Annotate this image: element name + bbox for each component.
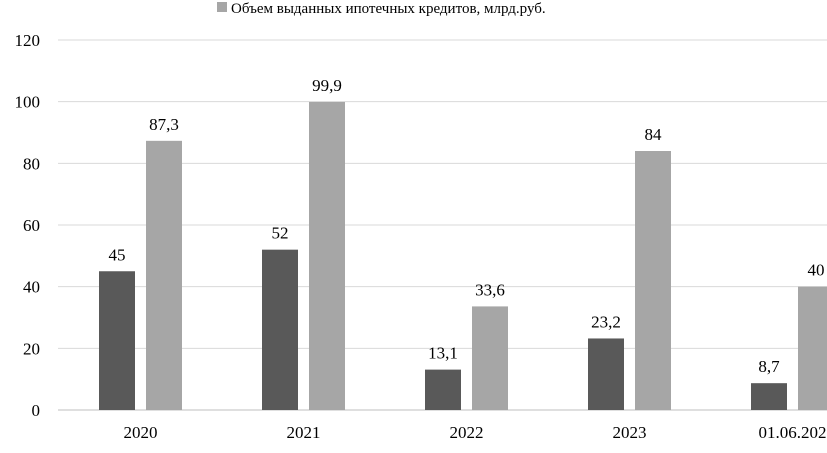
legend-label: Объем выданных ипотечных кредитов, млрд.… (231, 1, 546, 17)
y-tick-label: 60 (23, 216, 40, 235)
bar-series-2-2022 (472, 306, 508, 410)
bar-series-2-2020 (146, 140, 182, 410)
x-tick-label: 2022 (450, 423, 484, 442)
bar-series-1-2023 (588, 338, 624, 410)
data-label: 87,3 (149, 115, 179, 134)
data-label: 33,6 (475, 280, 505, 299)
y-tick-label: 20 (23, 339, 40, 358)
x-tick-label: 2020 (124, 423, 158, 442)
y-tick-label: 100 (15, 93, 41, 112)
y-tick-label: 80 (23, 154, 40, 173)
bar-series-1-2020 (99, 271, 135, 410)
x-tick-label: 2021 (287, 423, 321, 442)
x-axis: 2020 2021 2022 2023 01.06.202 (124, 423, 827, 442)
bar-series-1-01.06.202 (751, 383, 787, 410)
data-label: 40 (808, 261, 825, 280)
data-labels: 45 87,3 52 99,9 13,1 33,6 23,2 84 8,7 40 (109, 76, 825, 376)
legend: Объем выданных ипотечных кредитов, млрд.… (217, 1, 546, 17)
legend-swatch (217, 2, 227, 12)
bar-series-2-01.06.202 (798, 286, 827, 410)
bar-series-1-2022 (425, 369, 461, 410)
bar-series-2-2021 (309, 101, 345, 410)
data-label: 84 (645, 125, 663, 144)
data-label: 99,9 (312, 76, 342, 95)
y-tick-label: 0 (32, 401, 41, 420)
y-axis: 0 20 40 60 80 100 120 (15, 31, 41, 420)
data-label: 23,2 (591, 312, 621, 331)
data-label: 45 (109, 245, 126, 264)
y-tick-label: 40 (23, 278, 40, 297)
x-tick-label: 01.06.202 (759, 423, 827, 442)
bars (99, 101, 827, 410)
bar-series-1-2021 (262, 249, 298, 410)
data-label: 13,1 (428, 344, 458, 363)
gridlines (58, 39, 827, 411)
x-tick-label: 2023 (613, 423, 647, 442)
data-label: 52 (272, 224, 289, 243)
data-label: 8,7 (758, 357, 780, 376)
y-tick-label: 120 (15, 31, 41, 50)
bar-series-2-2023 (635, 151, 671, 410)
